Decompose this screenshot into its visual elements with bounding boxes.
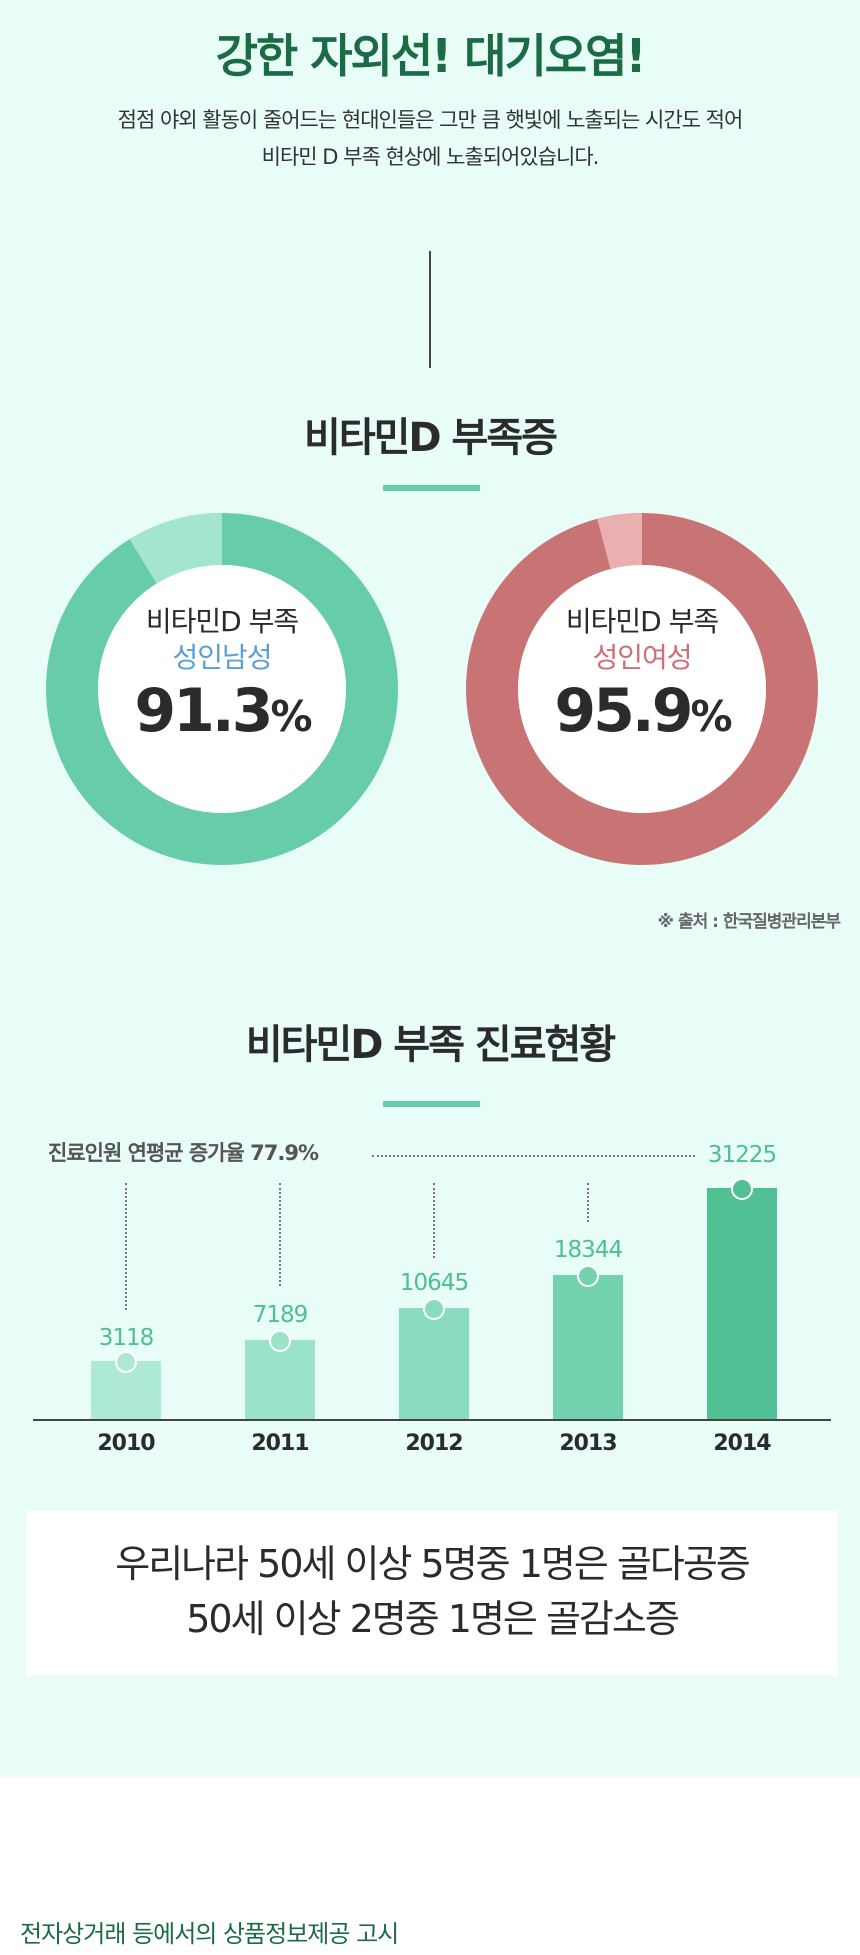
bar-value-2011: 7189 — [252, 1302, 309, 1328]
guide-line-2012 — [433, 1183, 435, 1258]
donut-male-line1: 비타민D 부족 — [145, 605, 299, 638]
donut-female-rest-segment — [597, 513, 642, 569]
x-axis-line — [33, 1419, 831, 1421]
subtitle-line-1: 점점 야외 활동이 줄어드는 현대인들은 그만 큼 햇빛에 노출되는 시간도 적… — [117, 108, 744, 132]
growth-annotation: 진료인원 연평균 증가율 77.9% — [48, 1141, 319, 1165]
product-info-notice-heading: 전자상거래 등에서의 상품정보제공 고시 — [20, 1920, 399, 1948]
section-title-treatment: 비타민D 부족 진료현황 — [245, 1022, 616, 1068]
section-underline-2 — [383, 1101, 480, 1107]
donut-female-value-number: 95.9 — [554, 676, 693, 746]
source-note: ※ 출처 : 한국질병관리본부 — [657, 912, 841, 932]
donut-male-value: 91.3% — [102, 676, 342, 752]
bar-marker-2011 — [269, 1330, 291, 1352]
page-subtitle: 점점 야외 활동이 줄어드는 현대인들은 그만 큼 햇빛에 노출되는 시간도 적… — [0, 102, 860, 176]
x-tick-2014: 2014 — [713, 1431, 771, 1456]
osteoporosis-callout: 우리나라 50세 이상 5명중 1명은 골다공증 50세 이상 2명중 1명은 … — [26, 1511, 838, 1675]
bar-value-2010: 3118 — [98, 1325, 155, 1351]
donut-female-value: 95.9% — [522, 676, 762, 752]
vertical-divider — [429, 251, 431, 368]
bar-marker-2013 — [577, 1265, 599, 1287]
bar-2013 — [553, 1275, 623, 1420]
bar-marker-2014 — [731, 1178, 753, 1200]
page-title: 강한 자외선! 대기오염! — [215, 29, 647, 83]
subtitle-line-2: 비타민 D 부족 현상에 노출되어있습니다. — [261, 145, 600, 169]
donut-male-value-number: 91.3 — [134, 676, 273, 746]
bar-2012 — [399, 1308, 469, 1420]
bar-value-2014: 31225 — [707, 1142, 777, 1168]
bar-2014 — [707, 1188, 777, 1420]
donut-male-value-unit: % — [270, 692, 312, 741]
x-tick-2011: 2011 — [251, 1431, 309, 1456]
donut-male-label: 비타민D 부족 성인남성 91.3% — [102, 604, 342, 752]
donut-male-rest-segment — [129, 513, 222, 584]
x-tick-2012: 2012 — [405, 1431, 463, 1456]
x-tick-2010: 2010 — [97, 1431, 155, 1456]
donut-male-hole — [98, 565, 346, 813]
donut-female-hole — [518, 565, 766, 813]
bar-value-2013: 18344 — [553, 1237, 623, 1263]
annotation-dotted-line — [372, 1155, 695, 1157]
section-title-deficiency: 비타민D 부족증 — [304, 415, 558, 461]
donut-female-value-unit: % — [690, 692, 732, 741]
callout-line-1: 우리나라 50세 이상 5명중 1명은 골다공증 — [115, 1542, 751, 1586]
bar-marker-2010 — [115, 1351, 137, 1373]
guide-line-2013 — [587, 1183, 589, 1222]
donut-female-line2: 성인여성 — [592, 641, 692, 674]
donut-female-line1: 비타민D 부족 — [565, 605, 719, 638]
guide-line-2011 — [279, 1183, 281, 1286]
section-underline — [383, 485, 480, 491]
donut-male-line2: 성인남성 — [172, 641, 272, 674]
callout-line-2: 50세 이상 2명중 1명은 골감소증 — [186, 1597, 680, 1641]
x-tick-2013: 2013 — [559, 1431, 617, 1456]
donut-female — [466, 513, 818, 865]
donut-male — [46, 513, 398, 865]
bar-2011 — [245, 1340, 315, 1420]
bar-value-2012: 10645 — [399, 1270, 469, 1296]
donut-female-label: 비타민D 부족 성인여성 95.9% — [522, 604, 762, 752]
donut-charts — [46, 513, 818, 865]
bar-marker-2012 — [423, 1298, 445, 1320]
guide-line-2010 — [125, 1183, 127, 1310]
